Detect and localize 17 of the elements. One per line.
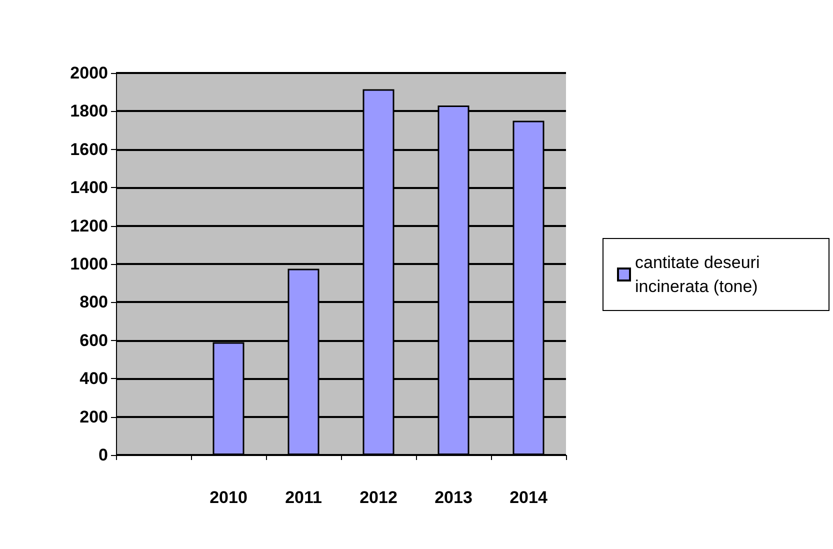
y-tick-label: 1800 (70, 102, 108, 121)
y-tick-label: 1600 (70, 140, 108, 159)
y-tick-label: 0 (98, 446, 108, 464)
y-tick-label: 800 (80, 292, 108, 312)
y-tick-label: 1200 (70, 216, 108, 236)
x-tick-label: 2012 (360, 488, 398, 507)
y-tick-label: 1000 (70, 254, 108, 274)
y-tick-label: 1400 (70, 178, 108, 198)
y-tick-label: 2000 (70, 64, 108, 82)
x-tick-label: 2014 (510, 488, 548, 507)
y-tick-label: 200 (80, 407, 108, 426)
x-tick-label: 2011 (285, 488, 322, 507)
y-tick-label: 600 (80, 330, 108, 350)
legend-label: cantitate deseuri incinerata (tone) (635, 253, 764, 296)
x-tick-label: 2013 (434, 488, 472, 507)
x-tick-label: 2010 (210, 488, 248, 507)
y-tick-label: 400 (80, 369, 108, 388)
